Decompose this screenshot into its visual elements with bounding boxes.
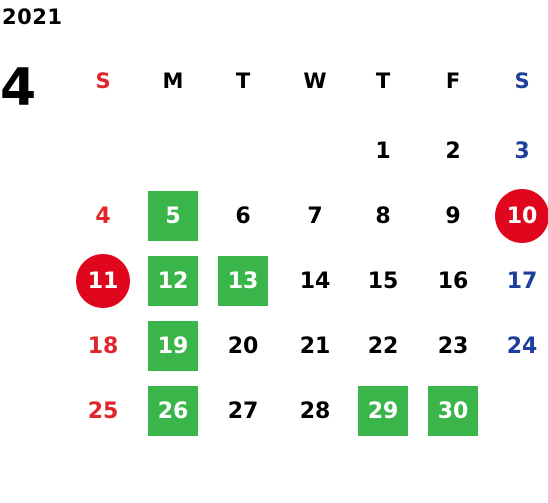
day-cell-27[interactable]: 27 [227, 398, 259, 424]
day-cell-5[interactable]: 5 [148, 191, 198, 241]
day-cell-16[interactable]: 16 [437, 268, 469, 294]
day-cell-25[interactable]: 25 [87, 398, 119, 424]
weekday-header-1: M [162, 69, 184, 93]
day-cell-15[interactable]: 15 [367, 268, 399, 294]
day-cell-3[interactable]: 3 [514, 138, 530, 164]
day-cell-19[interactable]: 19 [148, 321, 198, 371]
day-cell-21[interactable]: 21 [299, 333, 331, 359]
day-cell-11[interactable]: 11 [76, 254, 130, 308]
day-cell-7[interactable]: 7 [307, 203, 323, 229]
weekday-header-6: S [514, 69, 530, 93]
day-cell-29[interactable]: 29 [358, 386, 408, 436]
day-cell-8[interactable]: 8 [375, 203, 391, 229]
day-cell-13[interactable]: 13 [218, 256, 268, 306]
day-cell-1[interactable]: 1 [375, 138, 391, 164]
weekday-header-4: T [375, 69, 391, 93]
day-cell-10[interactable]: 10 [495, 189, 548, 243]
day-cell-9[interactable]: 9 [445, 203, 461, 229]
day-cell-23[interactable]: 23 [437, 333, 469, 359]
day-cell-26[interactable]: 26 [148, 386, 198, 436]
day-cell-17[interactable]: 17 [506, 268, 538, 294]
day-cell-30[interactable]: 30 [428, 386, 478, 436]
day-cell-4[interactable]: 4 [95, 203, 111, 229]
day-cell-6[interactable]: 6 [235, 203, 251, 229]
day-cell-24[interactable]: 24 [506, 333, 538, 359]
weekday-header-5: F [445, 69, 461, 93]
day-cell-2[interactable]: 2 [445, 138, 461, 164]
day-cell-18[interactable]: 18 [87, 333, 119, 359]
weekday-header-2: T [235, 69, 251, 93]
day-cell-12[interactable]: 12 [148, 256, 198, 306]
weekday-header-3: W [303, 69, 327, 93]
month-number: 4 [0, 58, 37, 118]
day-cell-14[interactable]: 14 [299, 268, 331, 294]
day-cell-28[interactable]: 28 [299, 398, 331, 424]
day-cell-22[interactable]: 22 [367, 333, 399, 359]
year-label: 2021 [2, 5, 63, 29]
weekday-header-0: S [95, 69, 111, 93]
day-cell-20[interactable]: 20 [227, 333, 259, 359]
